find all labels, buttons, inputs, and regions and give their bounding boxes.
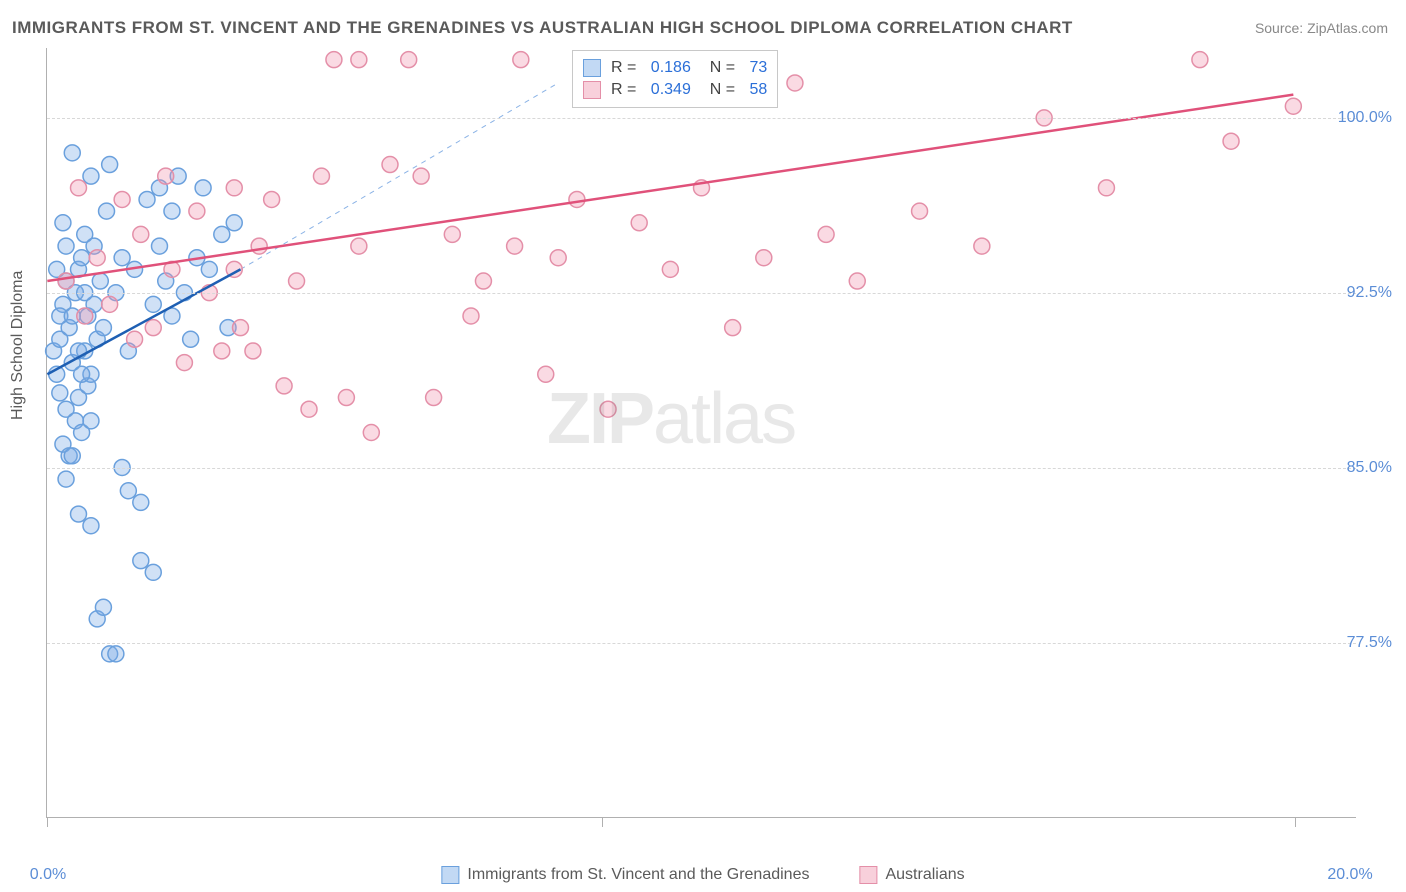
legend-swatch-1 [441, 866, 459, 884]
stats-swatch [583, 81, 601, 99]
plot-area: ZIPatlas R = 0.186 N = 73R = 0.349 N = 5… [46, 48, 1356, 818]
stats-legend-row: R = 0.186 N = 73 [583, 57, 767, 79]
stat-r-label: R = [611, 59, 641, 77]
x-tick-min: 0.0% [30, 866, 66, 884]
stat-r-value: 0.349 [651, 81, 691, 99]
y-tick-label: 85.0% [1347, 459, 1392, 477]
x-tick [1295, 817, 1296, 827]
x-tick-max: 20.0% [1327, 866, 1372, 884]
legend-bottom: Immigrants from St. Vincent and the Gren… [441, 866, 964, 884]
chart-title: IMMIGRANTS FROM ST. VINCENT AND THE GREN… [12, 18, 1073, 38]
y-tick-label: 100.0% [1338, 109, 1392, 127]
legend-swatch-2 [859, 866, 877, 884]
stat-n-value: 73 [750, 59, 768, 77]
gridline [47, 118, 1356, 119]
stats-legend-box: R = 0.186 N = 73R = 0.349 N = 58 [572, 50, 778, 108]
stat-r-label: R = [611, 81, 641, 99]
y-tick-label: 92.5% [1347, 284, 1392, 302]
legend-item-svg: Immigrants from St. Vincent and the Gren… [441, 866, 809, 884]
stat-r-value: 0.186 [651, 59, 691, 77]
stat-n-value: 58 [750, 81, 768, 99]
gridline [47, 468, 1356, 469]
x-tick [602, 817, 603, 827]
x-tick [47, 817, 48, 827]
legend-label-1: Immigrants from St. Vincent and the Gren… [467, 866, 809, 884]
stats-legend-row: R = 0.349 N = 58 [583, 79, 767, 101]
legend-item-aus: Australians [859, 866, 964, 884]
scatter-svg [47, 48, 1356, 817]
legend-label-2: Australians [885, 866, 964, 884]
gridline [47, 643, 1356, 644]
stat-n-label: N = [701, 59, 740, 77]
source-label: Source: ZipAtlas.com [1255, 20, 1388, 36]
y-tick-label: 77.5% [1347, 634, 1392, 652]
gridline [47, 293, 1356, 294]
stat-n-label: N = [701, 81, 740, 99]
y-axis-label: High School Diploma [9, 271, 27, 420]
stats-swatch [583, 59, 601, 77]
